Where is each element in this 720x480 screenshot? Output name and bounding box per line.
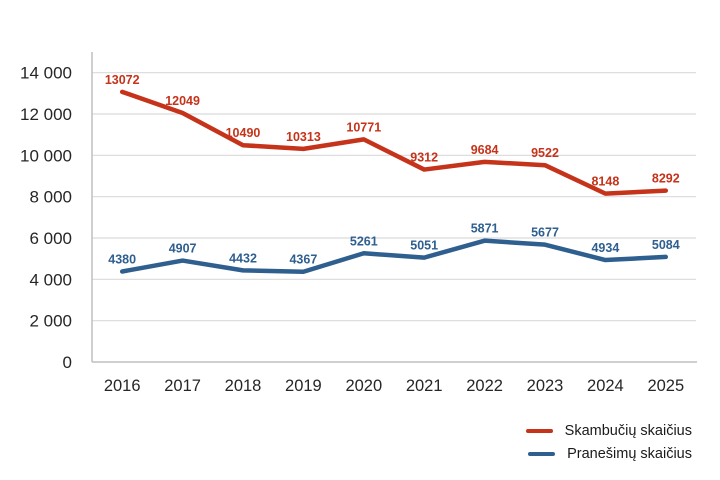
data-label: 9684 (471, 143, 499, 157)
legend-swatch-calls-icon (525, 428, 553, 434)
data-label: 10771 (346, 120, 381, 134)
series-line (119, 89, 669, 196)
y-tick-label: 14 000 (20, 64, 72, 83)
data-label: 4432 (229, 251, 257, 265)
x-tick-label: 2020 (345, 377, 382, 395)
x-tick-label: 2019 (285, 377, 322, 395)
data-label: 13072 (105, 73, 140, 87)
x-tick-label: 2024 (587, 377, 624, 395)
chart-legend: Skambučių skaičius Pranešimų skaičius (525, 421, 692, 464)
data-label: 10490 (226, 126, 261, 140)
y-tick-label: 2 000 (29, 312, 72, 331)
x-tick-label: 2022 (466, 377, 503, 395)
data-label: 4934 (591, 241, 619, 255)
data-label: 4907 (169, 242, 197, 256)
data-label: 12049 (165, 94, 200, 108)
data-label: 5261 (350, 234, 378, 248)
y-tick-label: 4 000 (29, 270, 72, 289)
legend-label-messages: Pranešimų skaičius (567, 446, 692, 462)
data-label: 5084 (652, 238, 680, 252)
data-label: 4367 (289, 253, 317, 267)
data-label: 8292 (652, 172, 680, 186)
legend-label-calls: Skambučių skaičius (564, 423, 692, 439)
x-tick-label: 2017 (164, 377, 201, 395)
data-label: 10313 (286, 130, 321, 144)
data-label: 4380 (108, 252, 136, 266)
data-label: 5051 (410, 239, 438, 253)
legend-item-calls: Skambučių skaičius (525, 421, 692, 441)
y-tick-label: 6 000 (29, 229, 72, 248)
legend-swatch-messages-icon (528, 451, 556, 457)
x-tick-label: 2018 (225, 377, 262, 395)
x-tick-label: 2021 (406, 377, 443, 395)
x-tick-label: 2023 (527, 377, 564, 395)
x-tick-label: 2025 (647, 377, 684, 395)
data-label: 5871 (471, 222, 499, 236)
legend-item-messages: Pranešimų skaičius (526, 444, 692, 464)
data-label: 8148 (591, 175, 619, 189)
y-tick-label: 8 000 (29, 188, 72, 207)
x-tick-label: 2016 (104, 377, 141, 395)
data-label: 9312 (410, 151, 438, 165)
y-tick-label: 0 (63, 353, 72, 372)
data-label: 5677 (531, 226, 559, 240)
y-tick-label: 12 000 (20, 105, 72, 124)
series-line (119, 238, 669, 274)
y-tick-label: 10 000 (20, 146, 72, 165)
data-label: 9522 (531, 146, 559, 160)
